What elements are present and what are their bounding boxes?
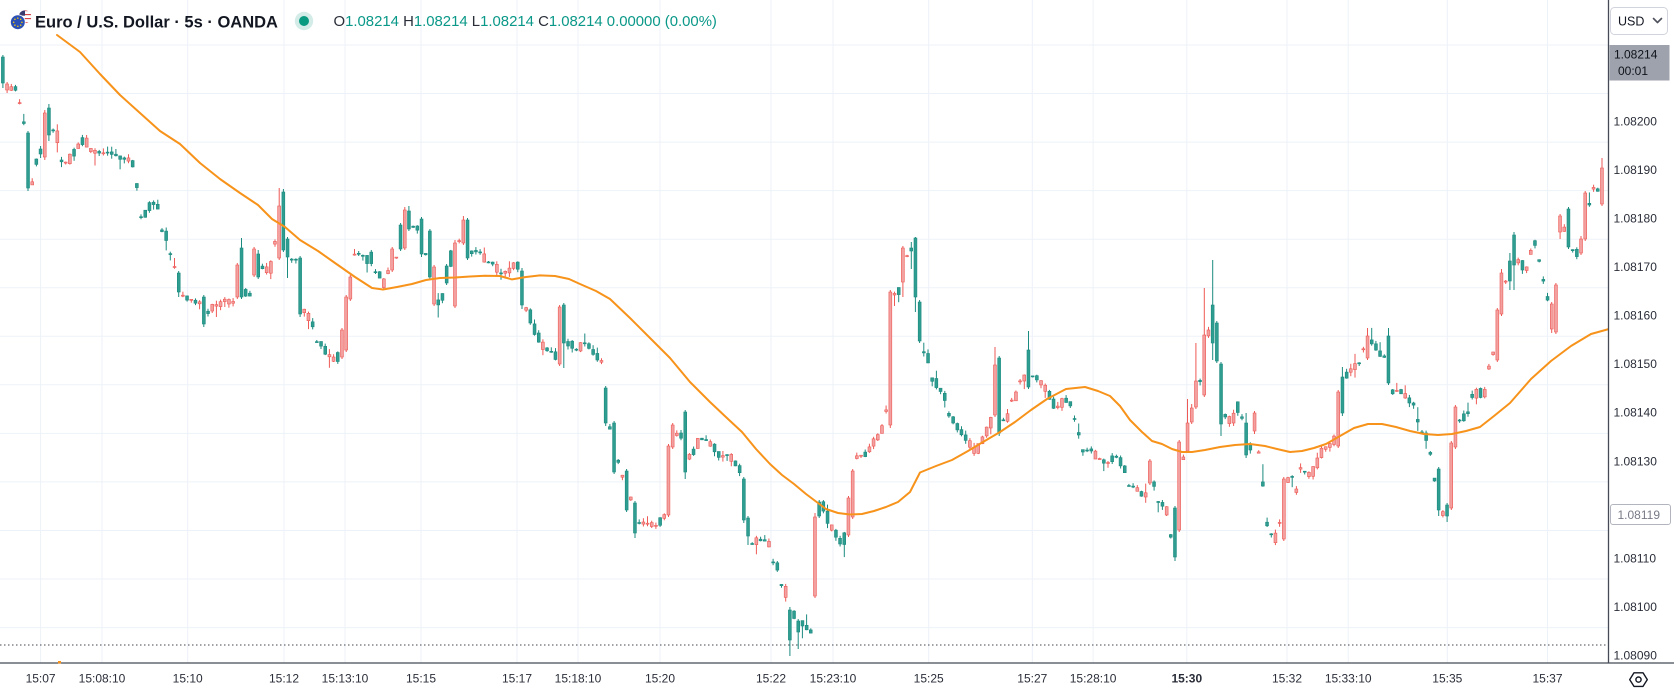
svg-text:1.08180: 1.08180 xyxy=(1614,212,1658,226)
svg-text:15:12: 15:12 xyxy=(269,672,299,686)
svg-text:15:17: 15:17 xyxy=(502,672,532,686)
svg-text:00:01: 00:01 xyxy=(1618,64,1648,78)
svg-text:15:10: 15:10 xyxy=(173,672,203,686)
svg-text:1.08200: 1.08200 xyxy=(1614,115,1658,129)
svg-text:15:35: 15:35 xyxy=(1432,672,1462,686)
svg-text:15:25: 15:25 xyxy=(914,672,944,686)
svg-text:1.08110: 1.08110 xyxy=(1614,551,1657,565)
svg-text:1.08100: 1.08100 xyxy=(1614,600,1658,614)
svg-text:15:15: 15:15 xyxy=(406,672,436,686)
svg-text:1.08190: 1.08190 xyxy=(1614,163,1658,177)
svg-text:1.08119: 1.08119 xyxy=(1618,508,1661,522)
svg-text:1.08214: 1.08214 xyxy=(1614,48,1658,62)
svg-text:15:27: 15:27 xyxy=(1017,672,1047,686)
svg-text:15:23:10: 15:23:10 xyxy=(810,672,857,686)
svg-text:15:33:10: 15:33:10 xyxy=(1325,672,1372,686)
svg-text:15:28:10: 15:28:10 xyxy=(1070,672,1117,686)
svg-text:15:32: 15:32 xyxy=(1272,672,1302,686)
svg-text:1.08160: 1.08160 xyxy=(1614,309,1658,323)
svg-text:15:37: 15:37 xyxy=(1532,672,1562,686)
svg-text:15:22: 15:22 xyxy=(756,672,786,686)
svg-text:15:18:10: 15:18:10 xyxy=(555,672,602,686)
svg-text:15:20: 15:20 xyxy=(645,672,675,686)
svg-text:1.08150: 1.08150 xyxy=(1614,357,1658,371)
svg-text:15:08:10: 15:08:10 xyxy=(79,672,126,686)
svg-text:1.08140: 1.08140 xyxy=(1614,406,1658,420)
svg-text:1.08130: 1.08130 xyxy=(1614,454,1658,468)
svg-text:1.08090: 1.08090 xyxy=(1614,649,1658,663)
svg-text:15:30: 15:30 xyxy=(1171,672,1202,686)
svg-text:USD: USD xyxy=(1618,15,1644,29)
svg-text:15:07: 15:07 xyxy=(26,672,56,686)
svg-text:Euro / U.S. Dollar · 5s · OAND: Euro / U.S. Dollar · 5s · OANDA xyxy=(35,14,278,32)
svg-text:15:13:10: 15:13:10 xyxy=(322,672,369,686)
svg-text:O1.08214 H1.08214 L1.08214 C1.: O1.08214 H1.08214 L1.08214 C1.08214 0.00… xyxy=(334,14,717,30)
svg-text:1.08170: 1.08170 xyxy=(1614,260,1658,274)
